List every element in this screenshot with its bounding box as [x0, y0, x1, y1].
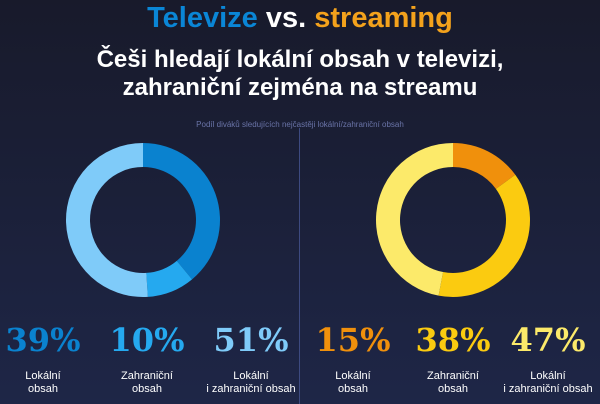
title-streaming: streaming — [314, 2, 453, 34]
stat-label-line: obsah — [132, 383, 162, 395]
title-tv: Televize — [147, 2, 258, 34]
stat-label: Lokální i zahraniční obsah — [196, 370, 306, 396]
donut-slice — [146, 260, 193, 297]
stat-label-line: Lokální — [335, 370, 371, 382]
stat-value: 47% — [510, 321, 586, 359]
stat-label-line: obsah — [28, 383, 58, 395]
caption: Podíl diváků sledujících nejčastěji loká… — [196, 120, 404, 129]
stat-value: 15% — [315, 321, 391, 359]
stat-label-line: i zahraniční obsah — [206, 383, 296, 395]
stat: 39% Lokální obsah — [0, 322, 98, 396]
stat-value: 39% — [5, 321, 81, 359]
donut-slice — [375, 143, 453, 296]
stat-label-line: Zahraniční — [121, 370, 173, 382]
stat-value: 38% — [415, 321, 491, 359]
title-vs: vs. — [265, 2, 307, 34]
stat-value: 51% — [213, 321, 289, 359]
donut-slice — [438, 174, 530, 297]
stat: 38% Zahraniční obsah — [398, 322, 508, 396]
stat-label: Lokální obsah — [0, 370, 98, 396]
stat-label: Lokální i zahraniční obsah — [493, 370, 600, 396]
main-title: Televize vs. streaming — [0, 2, 600, 35]
stat-label-line: obsah — [338, 383, 368, 395]
stat-label-line: Lokální — [25, 370, 61, 382]
stat-label: Zahraniční obsah — [398, 370, 508, 396]
stat-label-line: Zahraniční — [427, 370, 479, 382]
stat-label-line: Lokální — [233, 370, 269, 382]
stat: 10% Zahraniční obsah — [92, 322, 202, 396]
subtitle-line: Češi hledají lokální obsah v televizi, — [96, 46, 504, 73]
divider — [299, 128, 300, 404]
stat: 47% Lokální i zahraniční obsah — [493, 322, 600, 396]
subtitle: Češi hledají lokální obsah v televizi, za… — [0, 46, 600, 102]
stat-label: Zahraniční obsah — [92, 370, 202, 396]
stat: 51% Lokální i zahraniční obsah — [196, 322, 306, 396]
stat-label: Lokální obsah — [298, 370, 408, 396]
stat-label-line: i zahraniční obsah — [503, 383, 593, 395]
stat: 15% Lokální obsah — [298, 322, 408, 396]
stat-value: 10% — [109, 321, 185, 359]
donut-slice — [65, 143, 148, 297]
stat-label-line: obsah — [438, 383, 468, 395]
subtitle-line: zahraniční zejména na streamu — [122, 74, 478, 101]
stat-label-line: Lokální — [530, 370, 566, 382]
donut-slice — [453, 143, 516, 189]
donut-slice — [143, 143, 221, 280]
